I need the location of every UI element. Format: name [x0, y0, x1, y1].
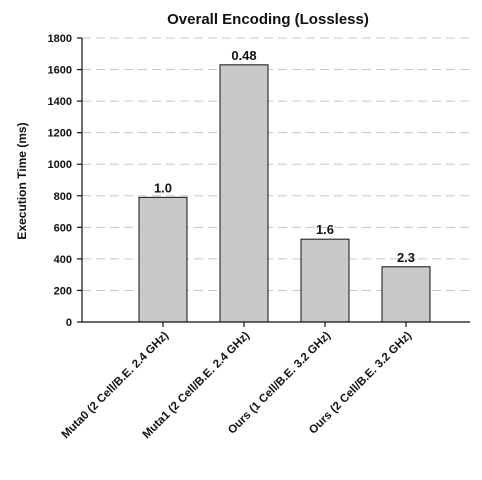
data-label: 1.0	[154, 180, 172, 195]
bar	[300, 238, 350, 323]
y-tick-label: 1800	[48, 33, 72, 45]
y-tick-label: 1200	[48, 128, 72, 140]
x-tick-labels: Muta0 (2 Cell/B.E. 2.4 GHz)Muta1 (2 Cell…	[60, 330, 415, 442]
data-label: 0.48	[231, 48, 256, 63]
y-tick-label: 600	[54, 222, 72, 234]
y-tick-label: 800	[54, 191, 72, 203]
y-tick-label: 1000	[48, 159, 72, 171]
y-tick-labels: 0 200 400 600 800 1000 1200 1400 1600 1800	[48, 33, 72, 329]
y-axis-label: Execution Time (ms)	[15, 122, 29, 239]
y-tick-label: 1600	[48, 65, 72, 77]
y-tick-label: 1400	[48, 96, 72, 108]
y-tick-label: 200	[54, 285, 72, 297]
data-label: 2.3	[397, 250, 415, 265]
y-tick-label: 0	[66, 317, 72, 329]
data-label: 1.6	[316, 222, 334, 237]
y-tick-label: 400	[54, 254, 72, 266]
chart-title: Overall Encoding (Lossless)	[167, 11, 369, 28]
bar	[219, 64, 269, 323]
data-labels: 1.0 0.48 1.6 2.3	[154, 48, 415, 265]
bars	[138, 64, 431, 323]
bar	[381, 266, 431, 323]
bar	[138, 196, 188, 323]
axes	[77, 37, 470, 327]
